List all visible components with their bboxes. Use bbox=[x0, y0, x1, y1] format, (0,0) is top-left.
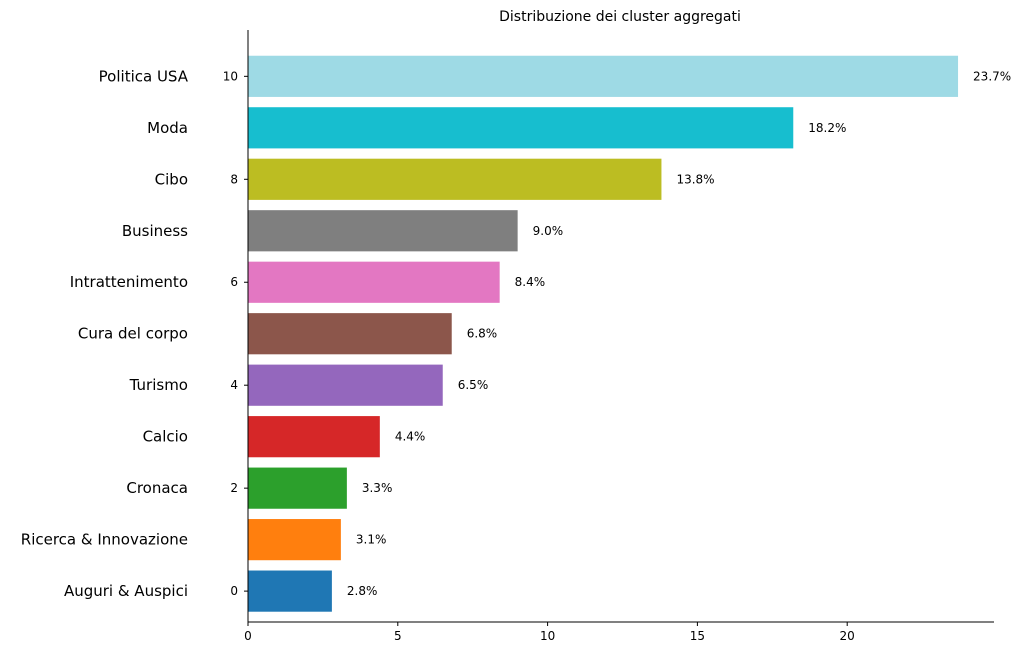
category-label: Cronaca bbox=[126, 479, 188, 497]
bar bbox=[248, 570, 332, 612]
data-labels: 2.8% 3.1% 3.3% 4.4% 6.5% 6.8% 8.4% 9.0% 13.8% 18.… bbox=[347, 69, 1011, 598]
data-label: 4.4% bbox=[395, 430, 426, 444]
data-label: 8.4% bbox=[515, 275, 546, 289]
x-tick-label: 5 bbox=[394, 629, 402, 643]
bar bbox=[248, 519, 341, 561]
y-tick-label: 6 bbox=[230, 275, 238, 289]
category-label: Auguri & Auspici bbox=[64, 582, 188, 600]
data-label: 6.8% bbox=[467, 327, 498, 341]
data-label: 9.0% bbox=[533, 224, 564, 238]
x-tick-label: 15 bbox=[690, 629, 705, 643]
category-label: Turismo bbox=[129, 376, 188, 394]
bar bbox=[248, 313, 452, 355]
data-label: 2.8% bbox=[347, 584, 378, 598]
data-label: 3.3% bbox=[362, 481, 393, 495]
category-label: Cura del corpo bbox=[78, 325, 188, 343]
category-labels: Auguri & Auspici Ricerca & Innovazione Cro… bbox=[21, 67, 189, 600]
category-label: Ricerca & Innovazione bbox=[21, 531, 188, 549]
y-tick-label: 10 bbox=[223, 69, 238, 83]
bar bbox=[248, 364, 443, 406]
y-axis-ticks: 0 2 4 6 8 10 bbox=[223, 69, 248, 598]
y-tick-label: 0 bbox=[230, 584, 238, 598]
data-label: 3.1% bbox=[356, 533, 387, 547]
bar bbox=[248, 261, 500, 303]
category-label: Politica USA bbox=[99, 67, 189, 85]
bar bbox=[248, 107, 794, 149]
bar bbox=[248, 210, 518, 252]
bars-group bbox=[248, 55, 959, 612]
bar bbox=[248, 416, 380, 458]
x-tick-label: 20 bbox=[840, 629, 855, 643]
data-label: 18.2% bbox=[808, 121, 846, 135]
x-tick-label: 10 bbox=[540, 629, 555, 643]
bar bbox=[248, 158, 662, 200]
x-axis-ticks: 0 5 10 15 20 bbox=[244, 622, 855, 643]
category-label: Business bbox=[122, 222, 188, 240]
category-label: Moda bbox=[147, 119, 188, 137]
data-label: 13.8% bbox=[676, 172, 714, 186]
data-label: 6.5% bbox=[458, 378, 489, 392]
bar bbox=[248, 467, 347, 509]
chart-title: Distribuzione dei cluster aggregati bbox=[499, 9, 741, 25]
y-tick-label: 2 bbox=[230, 481, 238, 495]
category-label: Intrattenimento bbox=[70, 273, 188, 291]
y-tick-label: 8 bbox=[230, 172, 238, 186]
bar bbox=[248, 55, 959, 97]
category-label: Calcio bbox=[143, 428, 188, 446]
x-tick-label: 0 bbox=[244, 629, 252, 643]
data-label: 23.7% bbox=[973, 69, 1011, 83]
category-label: Cibo bbox=[155, 170, 188, 188]
y-tick-label: 4 bbox=[230, 378, 238, 392]
